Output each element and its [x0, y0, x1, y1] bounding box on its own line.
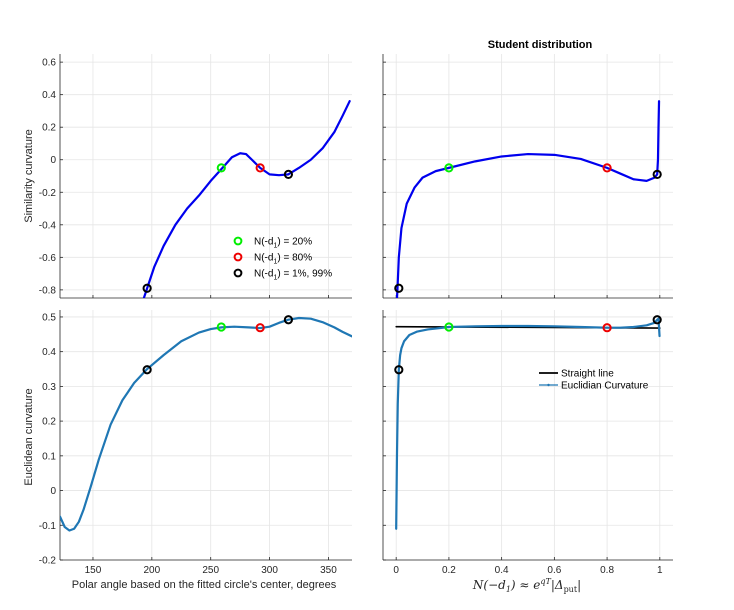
plot-area: [60, 310, 352, 560]
xlabel-bottom-left: Polar angle based on the fitted circle's…: [72, 579, 337, 591]
top-right-title: Student distribution: [488, 39, 593, 51]
data-point-marker: [602, 323, 612, 333]
legend-dot-icon: [547, 383, 550, 387]
series-group: [60, 316, 352, 532]
svg-text:N(−d1) ≈ eqT|Δput|: N(−d1) ≈ eqT|Δput|: [472, 577, 581, 594]
panel-top-right: [382, 54, 673, 299]
x-tick-label: 0: [393, 565, 399, 576]
legend-entry-label: N(-d1) = 1%, 99%: [254, 269, 332, 282]
data-point-marker: [444, 322, 454, 332]
y-tick-label: 0.3: [42, 382, 56, 393]
panel-bottom-left: 150 200 250 300 350 -0.2 -0.1 0 0.1 0.2 0.3 0.4 0.5: [39, 310, 352, 576]
data-point-marker: [216, 163, 226, 173]
legend-entry-label: Straight line: [561, 369, 614, 380]
x-tick-label: 0.2: [442, 565, 456, 576]
series-line: [60, 316, 352, 532]
x-tick-label: 0.6: [547, 565, 561, 576]
data-point-marker: [652, 315, 662, 325]
legend-entry-label: Euclidian Curvature: [561, 381, 649, 392]
data-point-marker: [142, 283, 152, 293]
data-point-marker: [602, 163, 612, 173]
data-point-marker: [283, 169, 294, 179]
x-tick-label: 350: [320, 565, 337, 576]
data-point-marker: [444, 163, 454, 173]
data-point-marker: [652, 169, 662, 179]
x-tick-label: 300: [261, 565, 278, 576]
legend-entry-label: N(-d1) = 80%: [254, 253, 312, 266]
x-tick-label: 0.8: [600, 565, 614, 576]
series-group: [142, 100, 351, 298]
data-point-marker: [255, 323, 265, 333]
data-point-marker: [394, 365, 404, 375]
y-tick-label: 0.2: [42, 417, 56, 428]
y-tick-label: 0: [50, 486, 56, 497]
y-tick-label: -0.1: [39, 521, 57, 532]
y-tick-label: 0.4: [42, 347, 56, 358]
panel-top-left: -0.8 -0.6 -0.4 -0.2 0 0.2 0.4 0.6: [39, 54, 352, 299]
data-point-marker: [255, 163, 265, 173]
plot-area: [383, 310, 673, 560]
x-tick-label: 0.4: [495, 565, 509, 576]
x-tick-label: 200: [143, 565, 160, 576]
data-point-marker: [142, 365, 152, 375]
y-tick-label: -0.6: [39, 253, 57, 264]
y-tick-label: 0.5: [42, 312, 56, 323]
legend-marker-icon: [233, 236, 243, 246]
data-point-marker: [283, 315, 294, 325]
x-tick-label: 1: [657, 565, 663, 576]
y-tick-label: -0.2: [39, 188, 57, 199]
panel-bottom-right: 0 0.2 0.4 0.6 0.8 1: [382, 310, 673, 576]
ylabel-top: Similarity curvature: [23, 129, 35, 223]
y-tick-label: 0.1: [42, 451, 56, 462]
legend-marker-icon: [233, 268, 243, 278]
y-tick-label: 0: [50, 155, 56, 166]
y-tick-label: -0.4: [39, 220, 57, 231]
xlabel-bottom-right: N(−d1) ≈ eqT|Δput|: [472, 577, 581, 594]
y-tick-label: -0.2: [39, 556, 57, 567]
legend-marker-icon: [233, 252, 243, 262]
y-tick-label: -0.8: [39, 285, 57, 296]
legend-entry-label: N(-d1) = 20%: [254, 237, 312, 250]
data-point-marker: [216, 322, 226, 332]
y-tick-label: 0.4: [42, 90, 56, 101]
legend-markers: N(-d1) = 20% N(-d1) = 80% N(-d1) = 1%, 99%: [233, 236, 332, 282]
x-tick-label: 150: [85, 565, 102, 576]
y-tick-label: 0.6: [42, 58, 56, 69]
series-line: [142, 100, 351, 298]
y-tick-label: 0.2: [42, 123, 56, 134]
x-tick-label: 250: [202, 565, 219, 576]
ylabel-bottom: Euclidean curvature: [23, 388, 35, 485]
data-point-marker: [394, 283, 404, 293]
